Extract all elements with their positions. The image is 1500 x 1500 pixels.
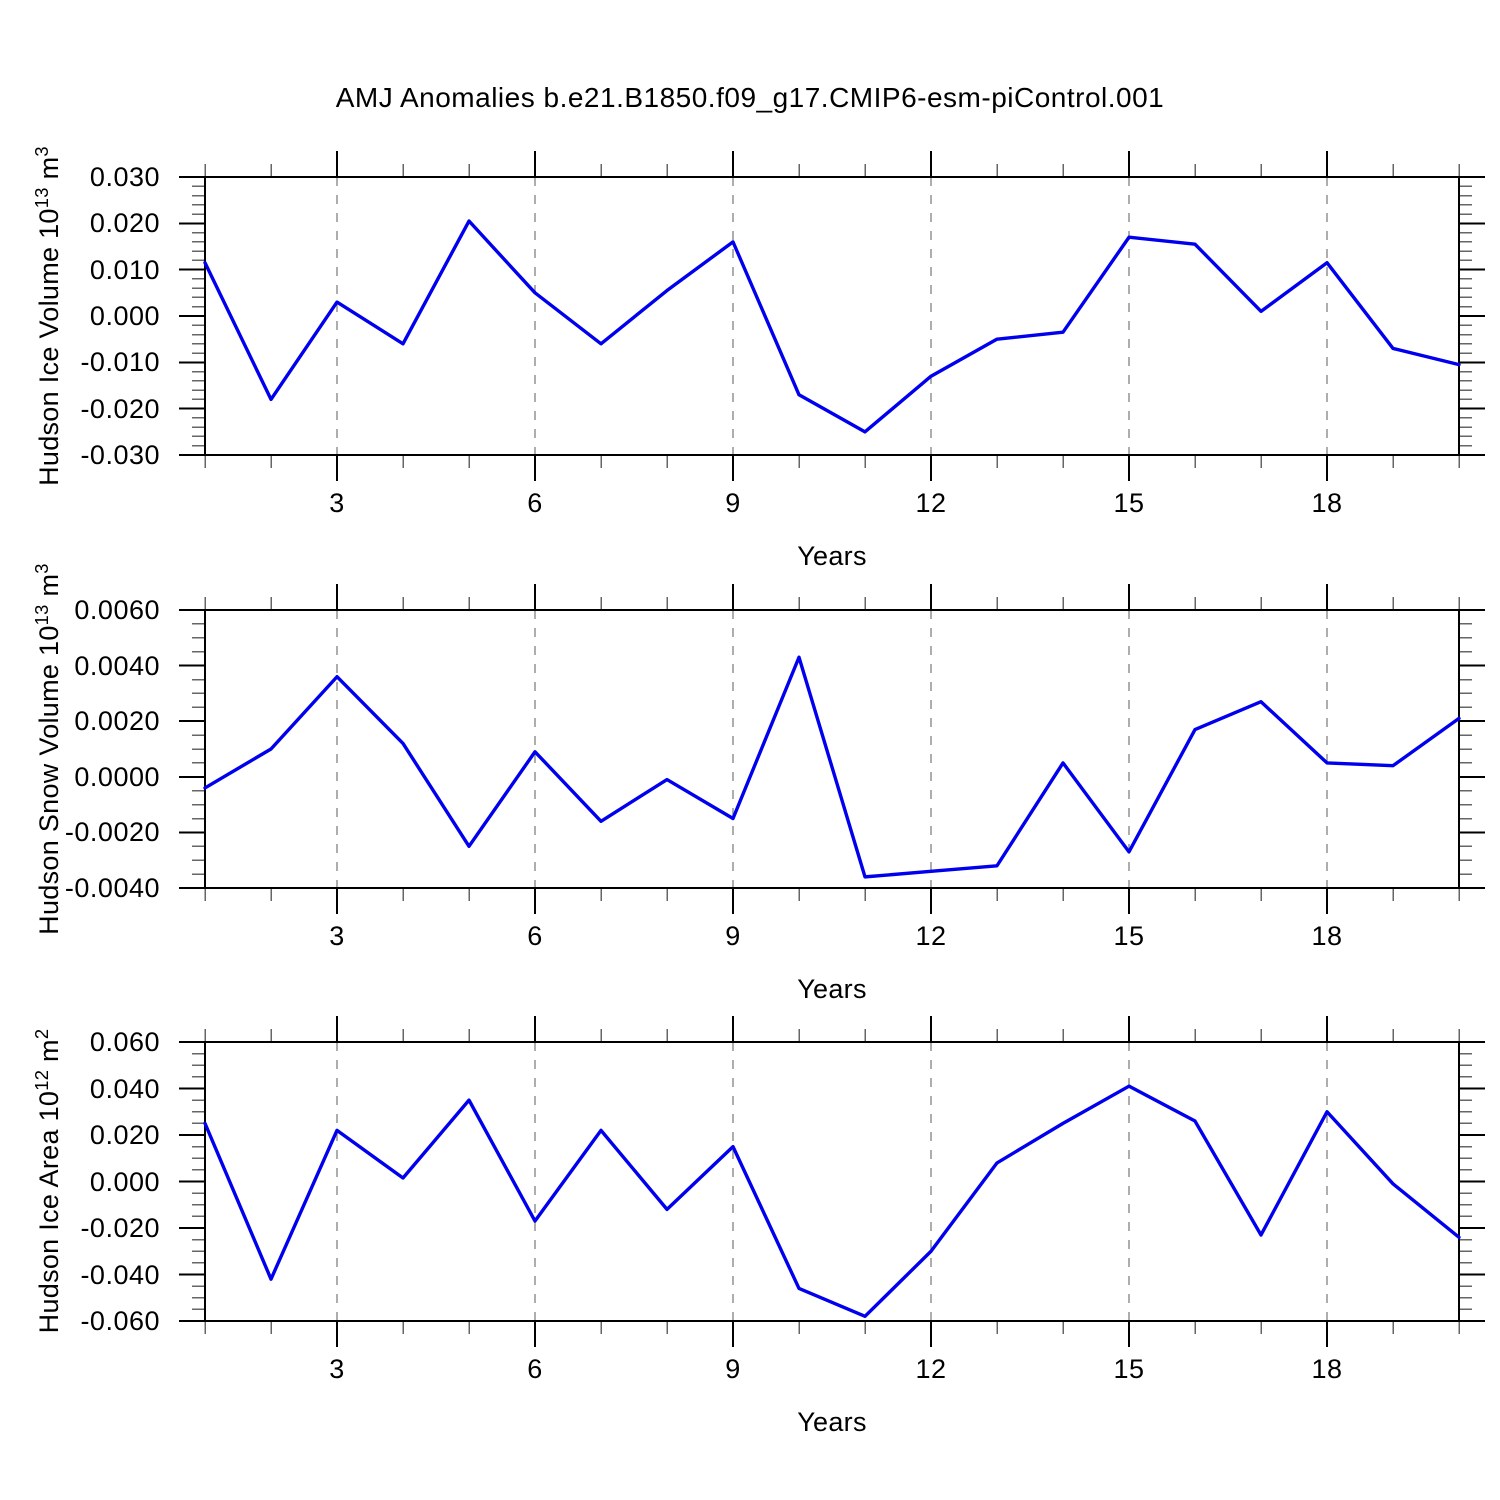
x-tick-label: 18	[1311, 921, 1343, 951]
x-tick-label: 12	[915, 921, 947, 951]
y-tick-label: 0.020	[89, 208, 160, 239]
data-line	[203, 655, 1461, 879]
x-tick-label: 18	[1311, 488, 1343, 518]
x-tick-label: 6	[527, 921, 543, 951]
x-tick-label: 3	[329, 488, 345, 518]
plot-frame	[204, 609, 1460, 889]
x-tick-label: 15	[1113, 488, 1145, 518]
panel-2	[179, 584, 1485, 914]
x-tick-label: 9	[725, 488, 741, 518]
x-tick-label: 6	[527, 1354, 543, 1384]
y-tick-label: 0.020	[89, 1120, 160, 1150]
panel-3	[179, 1016, 1485, 1347]
y-axis-title-snow-volume: Hudson Snow Volume 1013 m3	[24, 499, 64, 999]
y-tick-label: -0.0040	[64, 873, 160, 903]
y-tick-label: -0.020	[80, 393, 160, 424]
y-tick-label: 0.0000	[74, 761, 160, 792]
plot-frame	[204, 1041, 1460, 1322]
panel-1	[179, 151, 1485, 481]
x-tick-label: 12	[915, 488, 947, 518]
x-tick-label: 9	[725, 921, 741, 951]
x-tick-label: 18	[1311, 1354, 1343, 1384]
y-tick-label: 0.000	[89, 301, 160, 331]
y-tick-label: 0.060	[89, 1027, 160, 1057]
x-axis-title-panel-2: Years	[797, 974, 867, 1004]
data-line	[203, 1084, 1461, 1319]
x-tick-label: 3	[329, 1354, 345, 1384]
x-tick-label: 12	[915, 1354, 947, 1384]
x-axis-title-panel-1: Years	[797, 541, 867, 571]
x-tick-label: 9	[725, 1354, 741, 1384]
y-tick-label: 0.030	[89, 162, 160, 192]
y-tick-label: 0.010	[89, 254, 160, 285]
x-axis-title-panel-3: Years	[797, 1407, 867, 1437]
y-tick-label: -0.020	[80, 1213, 160, 1243]
y-tick-label: -0.0020	[64, 817, 160, 848]
data-line	[203, 219, 1461, 434]
y-tick-label: -0.010	[80, 347, 160, 378]
y-tick-label: -0.030	[80, 440, 160, 470]
y-tick-label: 0.000	[89, 1166, 160, 1197]
x-tick-label: 3	[329, 921, 345, 951]
x-tick-label: 15	[1113, 921, 1145, 951]
plot-frame	[204, 176, 1460, 456]
y-tick-label: -0.040	[80, 1259, 160, 1290]
y-axis-title-unit-exponent: 3	[31, 146, 52, 157]
figure-title: AMJ Anomalies b.e21.B1850.f09_g17.CMIP6-…	[335, 82, 1165, 113]
y-tick-label: -0.060	[80, 1306, 160, 1336]
x-tick-label: 15	[1113, 1354, 1145, 1384]
y-axis-title-unit-exponent: 3	[31, 563, 52, 574]
x-tick-label: 6	[527, 488, 543, 518]
y-tick-label: 0.0020	[74, 706, 160, 737]
y-tick-label: 0.0040	[74, 650, 160, 681]
y-tick-label: 0.040	[89, 1073, 160, 1104]
y-tick-label: 0.0060	[74, 595, 160, 625]
